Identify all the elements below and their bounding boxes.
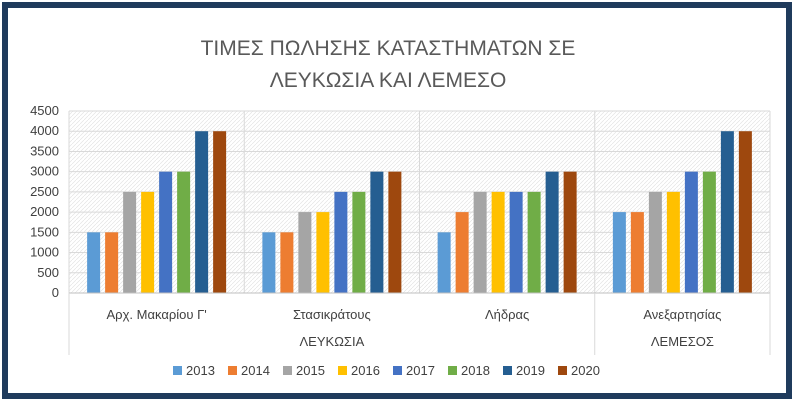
bar [334, 191, 348, 293]
bar [684, 171, 698, 293]
legend-swatch [448, 366, 457, 375]
bar [630, 212, 644, 293]
chart-frame: ΤΙΜΕΣ ΠΩΛΗΣΗΣ ΚΑΤΑΣΤΗΜΑΤΩΝ ΣΕ ΛΕΥΚΩΣΙΑ Κ… [2, 2, 792, 399]
bar [437, 232, 451, 293]
bar [527, 191, 541, 293]
bar [352, 191, 366, 293]
chart-title-line-1: ΤΙΜΕΣ ΠΩΛΗΣΗΣ ΚΑΤΑΣΤΗΜΑΤΩΝ ΣΕ [201, 37, 576, 60]
y-tick-label: 500 [37, 265, 59, 280]
bar [105, 232, 119, 293]
category-label: Ανεξαρτησίας [643, 307, 721, 322]
bar [720, 131, 734, 293]
legend-label: 2018 [461, 363, 490, 378]
legend-swatch [393, 366, 402, 375]
legend-label: 2020 [571, 363, 600, 378]
bar [262, 232, 276, 293]
bar [702, 171, 716, 293]
bar [141, 191, 155, 293]
bar [545, 171, 559, 293]
legend-label: 2019 [516, 363, 545, 378]
bar [666, 191, 680, 293]
category-label: Αρχ. Μακαρίου Γ' [107, 307, 207, 322]
bar [388, 171, 402, 293]
group-label: ΛΕΜΕΣΟΣ [651, 334, 714, 349]
bar [455, 212, 469, 293]
legend-swatch [173, 366, 182, 375]
bar [491, 191, 505, 293]
y-tick-label: 3000 [30, 164, 59, 179]
bar [316, 212, 330, 293]
plot-area: 0 500 1000 1500 2000 2500 3000 3500 4000 4500 Αρχ.… [30, 103, 771, 355]
category-label: Λήδρας [485, 307, 529, 322]
chart-title-line-2: ΛΕΥΚΩΣΙΑ ΚΑΙ ΛΕΜΕΣΟ [270, 69, 507, 92]
legend-label: 2017 [406, 363, 435, 378]
legend: 2013 2014 2015 2016 2017 2018 2019 2020 [173, 363, 600, 378]
bar [612, 212, 626, 293]
legend-swatch [283, 366, 292, 375]
legend-label: 2016 [351, 363, 380, 378]
bar [298, 212, 312, 293]
y-tick-label: 1500 [30, 224, 59, 239]
legend-label: 2015 [296, 363, 325, 378]
bar [280, 232, 294, 293]
category-label: Στασικράτους [293, 307, 371, 322]
group-label: ΛΕΥΚΩΣΙΑ [300, 334, 365, 349]
legend-swatch [338, 366, 347, 375]
bar [87, 232, 101, 293]
y-tick-label: 4500 [30, 103, 59, 118]
y-tick-label: 1000 [30, 245, 59, 260]
bar [370, 171, 384, 293]
legend-swatch [503, 366, 512, 375]
legend-label: 2014 [241, 363, 270, 378]
bar [123, 191, 137, 293]
y-tick-label: 3500 [30, 143, 59, 158]
y-tick-label: 2000 [30, 204, 59, 219]
bar-chart: ΤΙΜΕΣ ΠΩΛΗΣΗΣ ΚΑΤΑΣΤΗΜΑΤΩΝ ΣΕ ΛΕΥΚΩΣΙΑ Κ… [30, 37, 771, 378]
bar [159, 171, 173, 293]
legend-swatch [228, 366, 237, 375]
bar [648, 191, 662, 293]
legend-swatch [558, 366, 567, 375]
y-tick-label: 0 [52, 285, 59, 300]
bar [177, 171, 191, 293]
bar [213, 131, 227, 293]
bar [473, 191, 487, 293]
bar [738, 131, 752, 293]
legend-label: 2013 [186, 363, 215, 378]
bar [509, 191, 523, 293]
bar [195, 131, 209, 293]
bar [563, 171, 577, 293]
y-tick-label: 4000 [30, 123, 59, 138]
y-tick-label: 2500 [30, 184, 59, 199]
